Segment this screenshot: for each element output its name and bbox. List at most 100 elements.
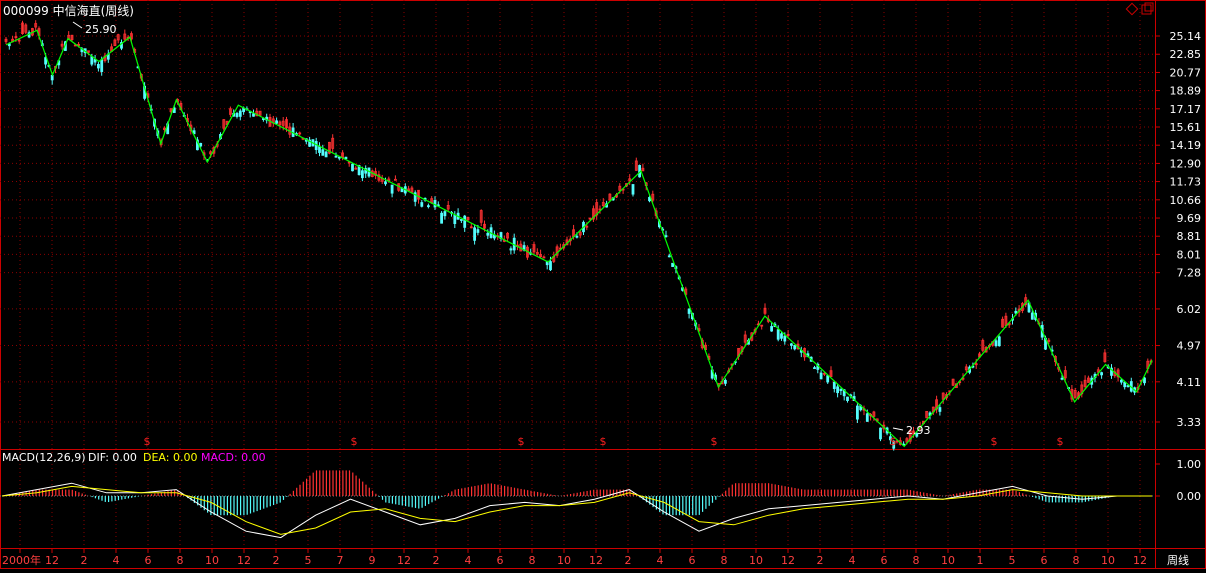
candle-body xyxy=(667,255,671,258)
event-marker: $ xyxy=(991,435,998,448)
candle-body xyxy=(892,440,896,449)
restore-window-icon[interactable] xyxy=(1141,4,1152,15)
candle-body xyxy=(836,386,839,394)
candle-body xyxy=(846,396,849,401)
candle-body xyxy=(1083,379,1087,387)
price-axis-label: 15.61 xyxy=(1170,121,1202,134)
time-axis-label: 4 xyxy=(849,554,856,567)
candle-body xyxy=(832,381,836,389)
axis-labels: 25.14 22.85 20.77 18.89 17.17 15.61 14.19 12.90… xyxy=(2,30,1201,567)
candle-body xyxy=(786,333,790,336)
candle-body xyxy=(334,155,338,158)
candle-body xyxy=(951,378,955,386)
candle-body xyxy=(938,407,942,412)
candle-body xyxy=(169,108,173,113)
candle-body xyxy=(417,189,420,200)
candle-body xyxy=(463,215,467,228)
candle-body xyxy=(912,430,915,435)
candle-body xyxy=(364,168,368,174)
candle-body xyxy=(1120,379,1123,383)
time-axis-label: 4 xyxy=(657,554,664,567)
candle-body xyxy=(351,163,354,172)
restore-window-back-icon xyxy=(1144,2,1154,12)
candle-body xyxy=(113,39,117,47)
candle-body xyxy=(70,34,74,41)
candle-body xyxy=(162,127,166,130)
time-axis-label: 2 xyxy=(625,554,632,567)
price-axis-label: 18.89 xyxy=(1170,85,1202,98)
price-axis-label: 25.14 xyxy=(1170,30,1202,43)
candle-body xyxy=(1110,367,1113,376)
candle-body xyxy=(486,232,490,236)
candle-body xyxy=(440,212,444,224)
candle-body xyxy=(743,334,747,343)
time-axis-label: 9 xyxy=(369,554,376,567)
candle-body xyxy=(1014,310,1018,314)
time-axis-label: 6 xyxy=(689,554,696,567)
candle-body xyxy=(608,193,612,201)
candle-body xyxy=(1073,390,1077,399)
event-marker: $ xyxy=(1057,435,1064,448)
candle-body xyxy=(360,170,364,179)
price-axis-label: 9.69 xyxy=(1177,212,1202,225)
candle-body xyxy=(261,118,265,120)
candle-body xyxy=(483,223,486,229)
price-axis-label: 7.28 xyxy=(1177,267,1202,280)
candle-body xyxy=(1096,369,1100,373)
time-axis-label: 2 xyxy=(81,554,88,567)
candle-body xyxy=(281,120,285,126)
candle-body xyxy=(275,120,279,124)
candle-body xyxy=(588,217,592,220)
price-axis-label: 12.90 xyxy=(1170,157,1202,170)
candle-body xyxy=(592,208,595,220)
candle-body xyxy=(549,261,552,271)
candle-body xyxy=(826,375,830,383)
candle-body xyxy=(87,50,90,53)
candle-body xyxy=(327,141,331,154)
candle-body xyxy=(506,232,510,239)
high-annotation: 25.90 xyxy=(72,21,117,36)
candle-body xyxy=(14,36,18,39)
candle-body xyxy=(1001,318,1004,328)
candle-body xyxy=(1060,377,1064,380)
low-annotation: 2.93 xyxy=(892,424,931,437)
candle-body xyxy=(413,192,417,202)
price-axis-label: 4.97 xyxy=(1177,340,1202,353)
candle-body xyxy=(790,343,793,346)
candle-body xyxy=(469,226,473,229)
candle-body xyxy=(770,326,773,332)
price-axis-label: 11.73 xyxy=(1170,176,1202,189)
chart-title: 000099 中信海直(周线) xyxy=(3,3,134,18)
candle-body xyxy=(925,410,929,419)
candle-body xyxy=(997,336,1001,347)
macd-title: MACD(12,26,9) xyxy=(2,451,86,464)
diamond-icon[interactable] xyxy=(1125,2,1139,16)
time-axis-label: 10 xyxy=(1101,554,1115,567)
candle-body xyxy=(209,151,213,155)
candle-body xyxy=(344,156,348,160)
candle-body xyxy=(1021,303,1024,311)
price-axis-label: 3.33 xyxy=(1177,416,1202,429)
candle-body xyxy=(535,252,539,255)
time-axis-label: 6 xyxy=(145,554,152,567)
candle-body xyxy=(298,132,302,135)
price-axis-label: 20.77 xyxy=(1170,66,1202,79)
candle-body xyxy=(984,347,988,353)
candle-body xyxy=(318,146,321,153)
candle-body xyxy=(354,167,358,170)
candle-body xyxy=(889,436,892,441)
candle-body xyxy=(24,24,28,33)
period-label: 周线 xyxy=(1167,553,1189,567)
event-marker: $ xyxy=(144,435,151,448)
candle-body xyxy=(199,142,203,147)
time-axis-label: 10 xyxy=(205,554,219,567)
candle-body xyxy=(618,185,622,191)
time-axis-label: 7 xyxy=(337,554,344,567)
candle-body xyxy=(93,59,97,63)
price-axis-label: 14.19 xyxy=(1170,139,1202,152)
candle-body xyxy=(479,210,483,223)
candle-body xyxy=(4,38,8,42)
